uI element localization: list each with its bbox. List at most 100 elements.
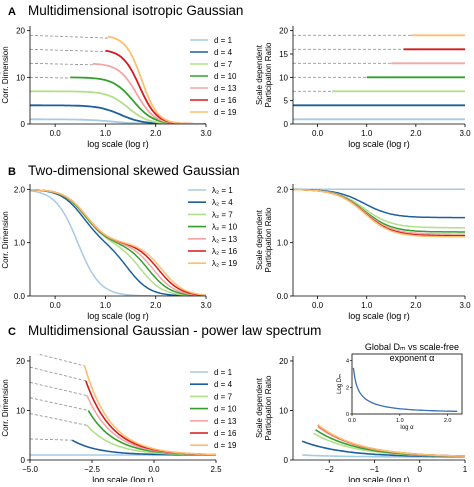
- x-tick-label: 2.0: [410, 129, 422, 138]
- x-axis-label: log scale (log r): [87, 311, 149, 321]
- legend-label: λ₂ = 19: [212, 259, 238, 268]
- x-tick-label: 2.5: [210, 465, 222, 474]
- y-tick-label: 20: [16, 27, 25, 36]
- x-tick-label: −5.0: [22, 465, 38, 474]
- y-tick-label: 10: [279, 406, 288, 415]
- y-tick-label: 20: [279, 27, 288, 36]
- inset-title-line: exponent α: [390, 353, 435, 363]
- inset-y-tick-label: 4: [346, 359, 349, 365]
- y-tick-label: 20: [16, 357, 25, 366]
- x-tick-label: 1.0: [361, 129, 373, 138]
- x-tick-label: 2.0: [410, 301, 422, 310]
- x-tick-label: −1: [370, 465, 380, 474]
- y-axis-label: Scale dependent: [0, 377, 1, 438]
- y-axis-label: Scale dependent: [255, 209, 264, 270]
- inset-frame: [351, 353, 463, 415]
- legend-label: λ₂ = 10: [212, 223, 238, 232]
- y-tick-label: 10: [279, 73, 288, 82]
- x-tick-label: −2.5: [84, 465, 100, 474]
- inset-y-label: Log Dₘ: [337, 374, 343, 394]
- x-tick-label: 0: [418, 465, 423, 474]
- legend-label: d = 4: [214, 48, 233, 57]
- series-line: [30, 189, 206, 296]
- legend-label: d = 13: [214, 84, 237, 93]
- y-tick-label: 0: [284, 120, 289, 129]
- series-line: [92, 62, 206, 124]
- legend-label: λ₂ = 16: [212, 247, 238, 256]
- legend-label: d = 7: [214, 392, 233, 401]
- x-tick-label: 0.0: [50, 301, 62, 310]
- y-tick-label: 2.0: [14, 185, 26, 194]
- x-tick-label: 3.0: [459, 129, 471, 138]
- y-tick-label: 1.0: [14, 239, 26, 248]
- inset-curve: [352, 367, 458, 412]
- legend-label: λ₂ = 13: [212, 235, 238, 244]
- legend-label: d = 16: [214, 96, 237, 105]
- legend-label: λ₂ = 1: [212, 186, 233, 195]
- series-line: [107, 35, 206, 124]
- y-axis-label: Participation Ratio: [264, 42, 273, 107]
- legend-label: d = 13: [214, 417, 237, 426]
- series-line: [301, 440, 465, 458]
- x-tick-label: 3.0: [200, 301, 212, 310]
- legend-label: λ₂ = 7: [212, 210, 233, 219]
- x-tick-label: 0.0: [148, 465, 160, 474]
- y-tick-label: 0: [21, 456, 26, 465]
- legend-label: d = 10: [214, 405, 237, 414]
- x-tick-label: 0.0: [312, 301, 324, 310]
- series-line: [293, 188, 465, 238]
- series-line: [30, 104, 206, 124]
- theory-dashed-line: [30, 76, 71, 79]
- x-tick-label: 1.0: [100, 301, 112, 310]
- inset-y-tick-label: 2: [346, 385, 349, 391]
- panel-letter: C: [8, 326, 16, 338]
- panel-letter: B: [8, 166, 16, 178]
- y-tick-label: 10: [16, 406, 25, 415]
- plot-area: [30, 34, 206, 124]
- y-axis-label: Scale dependent: [255, 377, 264, 438]
- plot-area: [293, 188, 465, 238]
- x-axis-label: log scale (log r): [348, 475, 410, 482]
- theory-dashed-line: [30, 413, 88, 426]
- theory-dashed-line: [30, 366, 86, 382]
- y-axis-label: Corr. Dimension: [1, 379, 10, 436]
- y-tick-label: 20: [279, 357, 288, 366]
- x-tick-label: 1: [463, 465, 468, 474]
- legend-label: d = 1: [214, 36, 233, 45]
- series-line: [30, 118, 206, 124]
- legend-label: d = 19: [214, 108, 237, 117]
- y-axis-label: Scale dependent: [0, 209, 1, 270]
- y-axis-label: Scale dependent: [255, 44, 264, 105]
- inset-y-tick-label: 0: [346, 412, 349, 418]
- theory-dashed-line: [30, 62, 93, 66]
- x-tick-label: 0.0: [312, 129, 324, 138]
- panel-title: Two-dimensional skewed Gaussian: [28, 163, 240, 178]
- theory-dashed-line: [30, 34, 108, 39]
- x-axis-label: log scale (log r): [348, 139, 410, 149]
- legend-label: d = 19: [214, 441, 237, 450]
- y-tick-label: 1.0: [277, 239, 289, 248]
- inset-panel: 0.0 1.0 2.0 0 2 4 log α Log Dₘ: [337, 353, 463, 431]
- x-tick-label: 1.0: [361, 301, 373, 310]
- panel-A-right: 0.0 1.0 2.0 3.0 0 5 10 15 20 log scale (log r) Sca…: [255, 26, 471, 149]
- inset-title-line: Global Dₘ vs scale-free: [365, 342, 459, 352]
- panel-letter: A: [8, 6, 16, 18]
- y-tick-label: 0: [21, 120, 26, 129]
- series-line: [85, 380, 216, 456]
- x-axis-label: log scale (log r): [348, 311, 410, 321]
- y-tick-label: 2.0: [277, 185, 289, 194]
- plot-area: [30, 354, 216, 456]
- legend-label: d = 7: [214, 60, 233, 69]
- panel-title: Multidimensional Gaussian - power law sp…: [28, 323, 321, 338]
- x-tick-label: 3.0: [459, 301, 471, 310]
- x-tick-label: 2.0: [150, 129, 162, 138]
- y-axis-label: Participation Ratio: [264, 207, 273, 272]
- theory-dashed-line: [30, 48, 106, 53]
- y-tick-label: 15: [279, 50, 288, 59]
- theory-dashed-line: [30, 381, 88, 397]
- y-axis-label: Participation Ratio: [264, 375, 273, 440]
